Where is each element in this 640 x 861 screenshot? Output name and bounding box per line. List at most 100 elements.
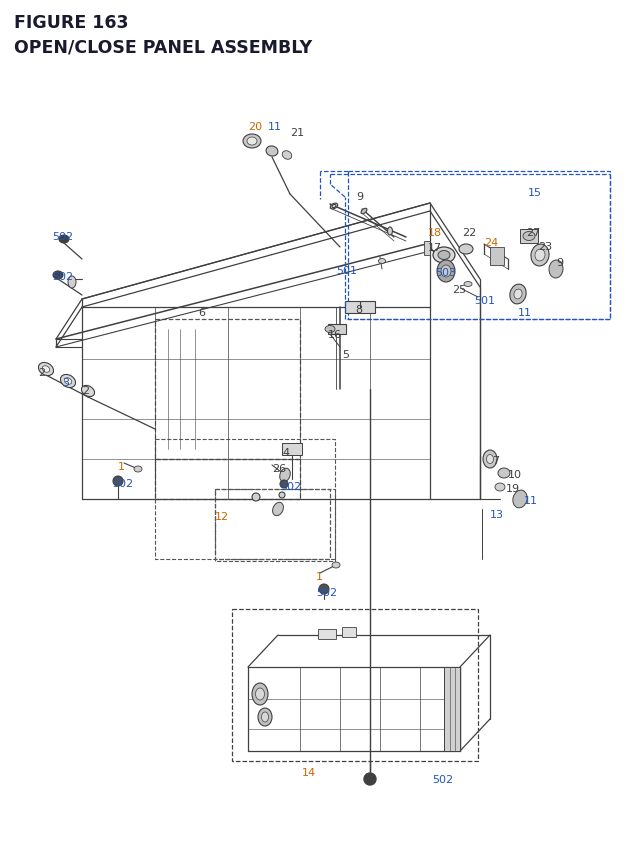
Ellipse shape — [42, 366, 50, 373]
Text: 5: 5 — [342, 350, 349, 360]
Ellipse shape — [258, 709, 272, 726]
Ellipse shape — [60, 375, 76, 388]
Ellipse shape — [510, 285, 526, 305]
Ellipse shape — [483, 450, 497, 468]
Text: 9: 9 — [356, 192, 363, 201]
Ellipse shape — [361, 209, 367, 214]
Text: 11: 11 — [518, 307, 532, 318]
Text: 14: 14 — [302, 767, 316, 777]
Text: 26: 26 — [272, 463, 286, 474]
Bar — [490, 248, 504, 266]
Ellipse shape — [325, 326, 335, 333]
Bar — [345, 301, 375, 313]
Ellipse shape — [495, 483, 505, 492]
Circle shape — [280, 480, 288, 488]
Text: 18: 18 — [428, 228, 442, 238]
Ellipse shape — [535, 250, 545, 262]
Bar — [328, 325, 346, 335]
Text: 4: 4 — [282, 448, 289, 457]
Text: 6: 6 — [198, 307, 205, 318]
Text: 22: 22 — [462, 228, 476, 238]
Ellipse shape — [280, 468, 291, 482]
Text: 1: 1 — [118, 461, 125, 472]
Text: 23: 23 — [538, 242, 552, 251]
Text: 502: 502 — [432, 774, 453, 784]
Bar — [444, 667, 460, 751]
Text: 11: 11 — [268, 122, 282, 132]
Bar — [342, 628, 356, 637]
Text: 1: 1 — [316, 572, 323, 581]
Circle shape — [252, 493, 260, 501]
Ellipse shape — [378, 259, 385, 264]
Text: FIGURE 163: FIGURE 163 — [14, 14, 129, 32]
Circle shape — [113, 476, 123, 486]
Text: 3: 3 — [62, 378, 69, 387]
Text: 17: 17 — [428, 243, 442, 253]
Ellipse shape — [266, 146, 278, 157]
Text: 502: 502 — [316, 587, 337, 598]
Text: 11: 11 — [524, 495, 538, 505]
Ellipse shape — [514, 289, 522, 300]
Text: 16: 16 — [328, 330, 342, 339]
Ellipse shape — [464, 282, 472, 288]
Bar — [520, 230, 538, 244]
Bar — [424, 242, 430, 256]
Text: 502: 502 — [280, 481, 301, 492]
Text: 502: 502 — [112, 479, 133, 488]
Ellipse shape — [59, 236, 69, 244]
Ellipse shape — [498, 468, 510, 479]
Ellipse shape — [282, 152, 292, 160]
Ellipse shape — [441, 266, 451, 278]
Ellipse shape — [513, 491, 527, 508]
Text: 501: 501 — [474, 295, 495, 306]
Ellipse shape — [38, 363, 54, 376]
Ellipse shape — [134, 467, 142, 473]
Text: 502: 502 — [52, 272, 73, 282]
Text: 15: 15 — [528, 188, 542, 198]
Ellipse shape — [64, 378, 72, 385]
Text: 21: 21 — [290, 127, 304, 138]
Text: OPEN/CLOSE PANEL ASSEMBLY: OPEN/CLOSE PANEL ASSEMBLY — [14, 38, 312, 56]
Text: 7: 7 — [492, 455, 499, 466]
Circle shape — [364, 773, 376, 785]
Circle shape — [279, 492, 285, 499]
Ellipse shape — [549, 261, 563, 279]
Ellipse shape — [53, 272, 63, 280]
Ellipse shape — [486, 455, 493, 464]
Ellipse shape — [523, 232, 535, 241]
Ellipse shape — [262, 712, 269, 722]
Text: 501: 501 — [336, 266, 357, 276]
Text: 12: 12 — [215, 511, 229, 522]
Circle shape — [319, 585, 329, 594]
Text: 20: 20 — [248, 122, 262, 132]
Ellipse shape — [433, 248, 455, 263]
Ellipse shape — [438, 251, 450, 260]
Text: 10: 10 — [508, 469, 522, 480]
Ellipse shape — [459, 245, 473, 255]
Ellipse shape — [255, 688, 264, 700]
Text: 503: 503 — [435, 268, 456, 278]
Ellipse shape — [81, 386, 95, 397]
Text: 27: 27 — [526, 228, 540, 238]
Text: 2: 2 — [38, 368, 45, 378]
Ellipse shape — [531, 245, 549, 267]
Ellipse shape — [252, 684, 268, 705]
Ellipse shape — [437, 261, 455, 282]
Ellipse shape — [332, 562, 340, 568]
Bar — [282, 443, 302, 455]
Text: 8: 8 — [355, 305, 362, 314]
Ellipse shape — [330, 204, 338, 210]
Text: 502: 502 — [52, 232, 73, 242]
Ellipse shape — [387, 228, 392, 236]
Ellipse shape — [247, 138, 257, 146]
Ellipse shape — [243, 135, 261, 149]
Text: 2: 2 — [82, 386, 89, 395]
Text: 25: 25 — [452, 285, 466, 294]
Text: 24: 24 — [484, 238, 499, 248]
Text: 9: 9 — [556, 257, 563, 268]
Ellipse shape — [68, 276, 76, 288]
Text: 19: 19 — [506, 483, 520, 493]
Text: 13: 13 — [490, 510, 504, 519]
Bar — [318, 629, 336, 639]
Ellipse shape — [332, 205, 336, 208]
